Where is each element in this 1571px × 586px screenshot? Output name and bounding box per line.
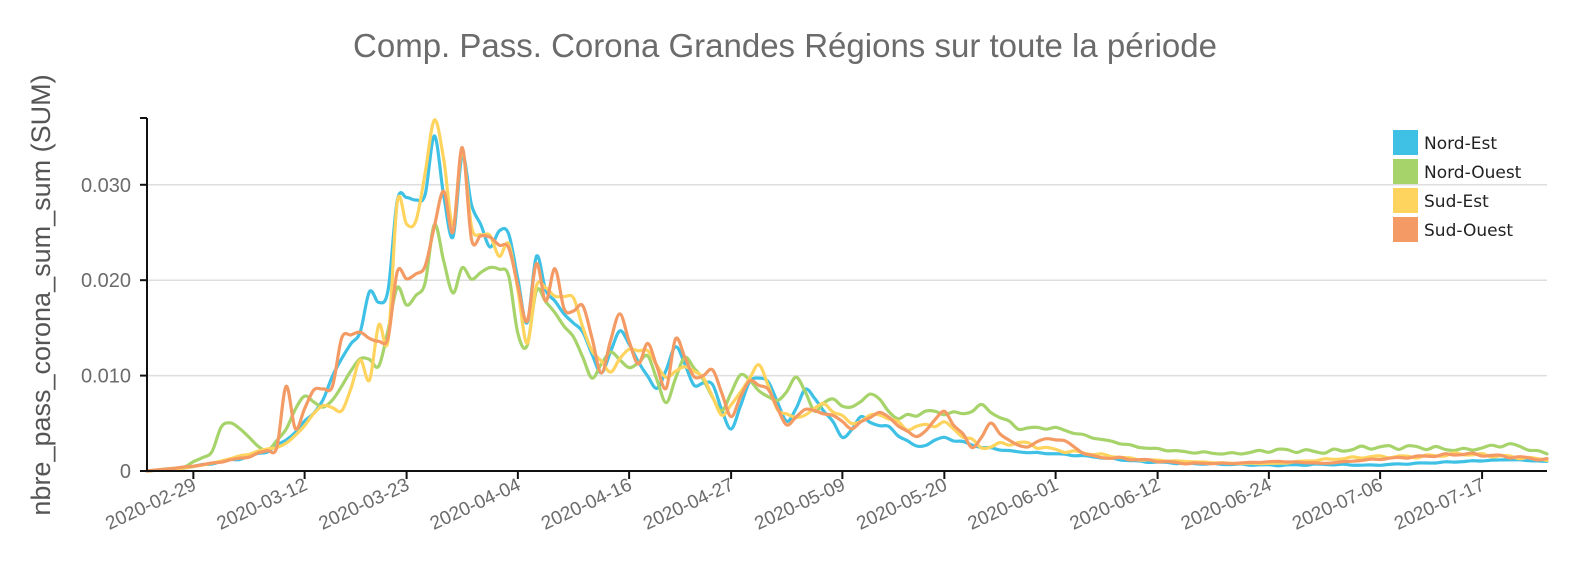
legend-label-nord-est: Nord-Est (1424, 134, 1497, 154)
legend-label-sud-est: Sud-Est (1424, 192, 1489, 212)
legend-swatch-sud-est (1393, 188, 1418, 213)
series-lines (145, 118, 1549, 473)
grid-lines (147, 184, 1547, 377)
y-tick-label: 0.010 (81, 366, 131, 388)
x-tick-label: 2020-06-24 (1178, 474, 1275, 534)
x-tick-label: 2020-04-04 (427, 474, 524, 534)
x-tick-label: 2020-02-29 (102, 474, 199, 534)
x-tick-label: 2020-06-01 (965, 474, 1062, 534)
chart-title: Comp. Pass. Corona Grandes Régions sur t… (353, 27, 1217, 64)
x-tick-label: 2020-03-23 (316, 474, 413, 534)
x-tick-label: 2020-06-12 (1067, 474, 1164, 534)
legend-label-nord-ouest: Nord-Ouest (1424, 163, 1522, 183)
legend-label-sud-ouest: Sud-Ouest (1424, 221, 1513, 241)
x-tick-label: 2020-04-16 (538, 474, 635, 534)
y-tick-label: 0.020 (81, 270, 131, 292)
y-axis-label: nbre_pass_corona_sum_sum (SUM) (26, 74, 56, 515)
y-tick-label: 0 (120, 461, 131, 483)
legend: Nord-Est Nord-Ouest Sud-Est Sud-Ouest (1393, 130, 1522, 242)
series-line-sud-ouest (145, 145, 1549, 473)
y-tick-label: 0.030 (81, 175, 131, 197)
series-line-sud-est (145, 118, 1549, 473)
legend-swatch-nord-ouest (1393, 159, 1418, 184)
x-tick-label: 2020-03-12 (214, 474, 311, 534)
x-tick-label: 2020-07-17 (1391, 474, 1488, 534)
axes (140, 117, 1547, 479)
series-line-nord-ouest (145, 223, 1549, 473)
x-tick-label: 2020-04-27 (640, 474, 737, 534)
legend-swatch-sud-ouest (1393, 217, 1418, 242)
x-tick-label: 2020-05-20 (853, 474, 950, 534)
x-tick-label: 2020-05-09 (752, 474, 849, 534)
legend-swatch-nord-est (1393, 130, 1418, 155)
x-tick-label: 2020-07-06 (1289, 474, 1386, 534)
